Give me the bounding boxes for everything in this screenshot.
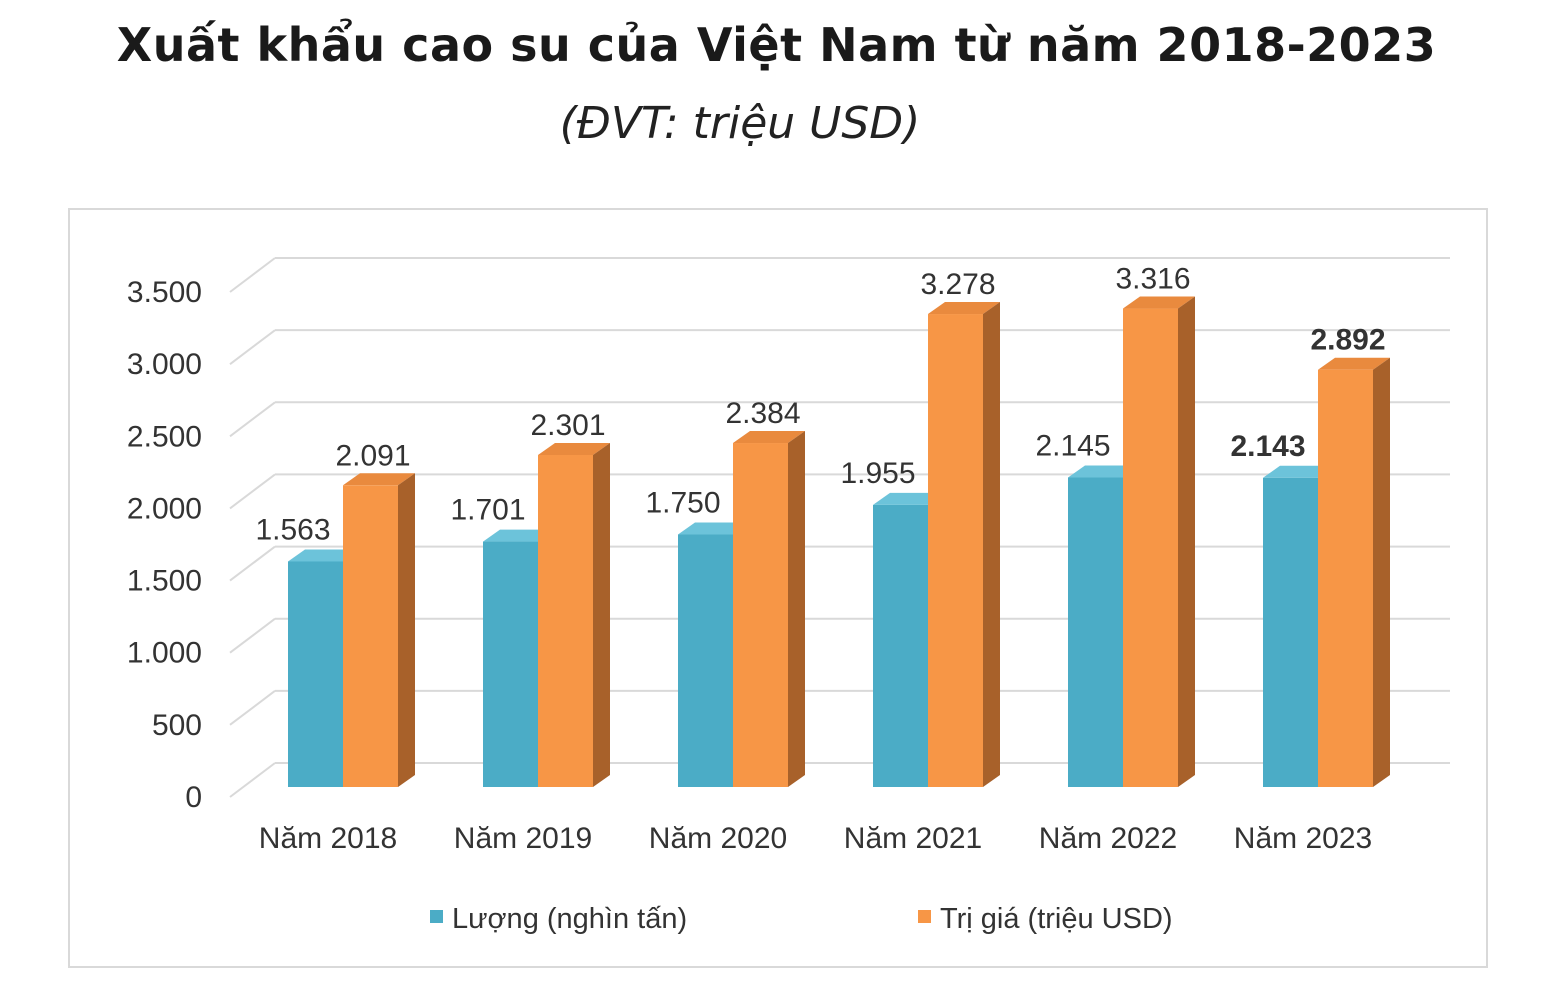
data-label: 2.384 (725, 397, 800, 430)
bar-top (1263, 465, 1335, 478)
bar-top (928, 302, 1000, 315)
bar-top (343, 473, 415, 486)
x-tick-label: Năm 2021 (844, 822, 982, 855)
data-label: 1.750 (645, 487, 720, 520)
bar (343, 485, 398, 787)
data-label: 2.143 (1230, 430, 1305, 463)
data-label: 1.563 (255, 513, 330, 546)
x-tick-label: Năm 2019 (454, 822, 592, 855)
bar (1123, 308, 1178, 787)
data-label: 1.955 (840, 457, 915, 490)
bar-side (593, 442, 610, 787)
bar-top (873, 492, 945, 505)
bar-top (288, 549, 360, 562)
gridline-depth (229, 329, 276, 365)
data-label: 3.316 (1115, 263, 1190, 296)
gridline-depth (229, 617, 276, 654)
chart-title: Xuất khẩu cao su của Việt Nam từ năm 201… (116, 18, 1437, 72)
y-tick-label: 1.000 (127, 637, 202, 670)
bar-side (398, 473, 415, 787)
gridline-depth (229, 473, 276, 510)
data-label: 2.145 (1035, 430, 1110, 463)
x-tick-label: Năm 2023 (1234, 822, 1372, 855)
bar (733, 443, 788, 787)
gridline-depth (229, 690, 276, 726)
gridline-depth (229, 401, 276, 438)
legend-swatch (430, 910, 443, 923)
data-label: 2.892 (1310, 324, 1385, 357)
legend-label: Trị giá (triệu USD) (940, 903, 1173, 935)
bar-side (983, 302, 1000, 787)
bar (1263, 477, 1318, 787)
data-label: 3.278 (920, 268, 995, 301)
bar-top (1318, 357, 1390, 370)
legend-label: Lượng (nghìn tấn) (452, 903, 687, 935)
x-tick-label: Năm 2018 (259, 822, 397, 855)
gridline-depth (229, 545, 276, 582)
chart-frame (68, 208, 1488, 968)
data-label: 1.701 (450, 494, 525, 527)
legend-swatch (918, 910, 931, 923)
bar-top (1123, 296, 1195, 309)
bar-top (1068, 465, 1140, 478)
bar (873, 504, 928, 787)
bar-top (538, 442, 610, 455)
x-tick-label: Năm 2022 (1039, 822, 1177, 855)
bar-side (1178, 296, 1195, 787)
bar-top (733, 431, 805, 444)
bar (928, 314, 983, 787)
bar-side (1373, 357, 1390, 787)
bar (1068, 477, 1123, 787)
bar (678, 534, 733, 787)
x-tick-label: Năm 2020 (649, 822, 787, 855)
y-tick-label: 500 (152, 709, 202, 742)
y-tick-label: 1.500 (127, 565, 202, 598)
data-label: 2.301 (530, 409, 605, 442)
bar (288, 561, 343, 787)
bar (483, 541, 538, 787)
y-tick-label: 3.000 (127, 348, 202, 381)
gridline-depth (229, 257, 276, 293)
chart-subtitle: (ĐVT: triệu USD) (559, 98, 921, 149)
bar (538, 454, 593, 787)
y-tick-label: 2.500 (127, 420, 202, 453)
data-label: 2.091 (335, 439, 410, 472)
y-tick-label: 3.500 (127, 276, 202, 309)
bar (1318, 369, 1373, 787)
bar-top (678, 522, 750, 535)
gridline-depth (229, 762, 276, 798)
bar-side (788, 431, 805, 787)
bar-top (483, 529, 555, 542)
y-tick-label: 2.000 (127, 492, 202, 525)
y-tick-label: 0 (185, 781, 202, 814)
